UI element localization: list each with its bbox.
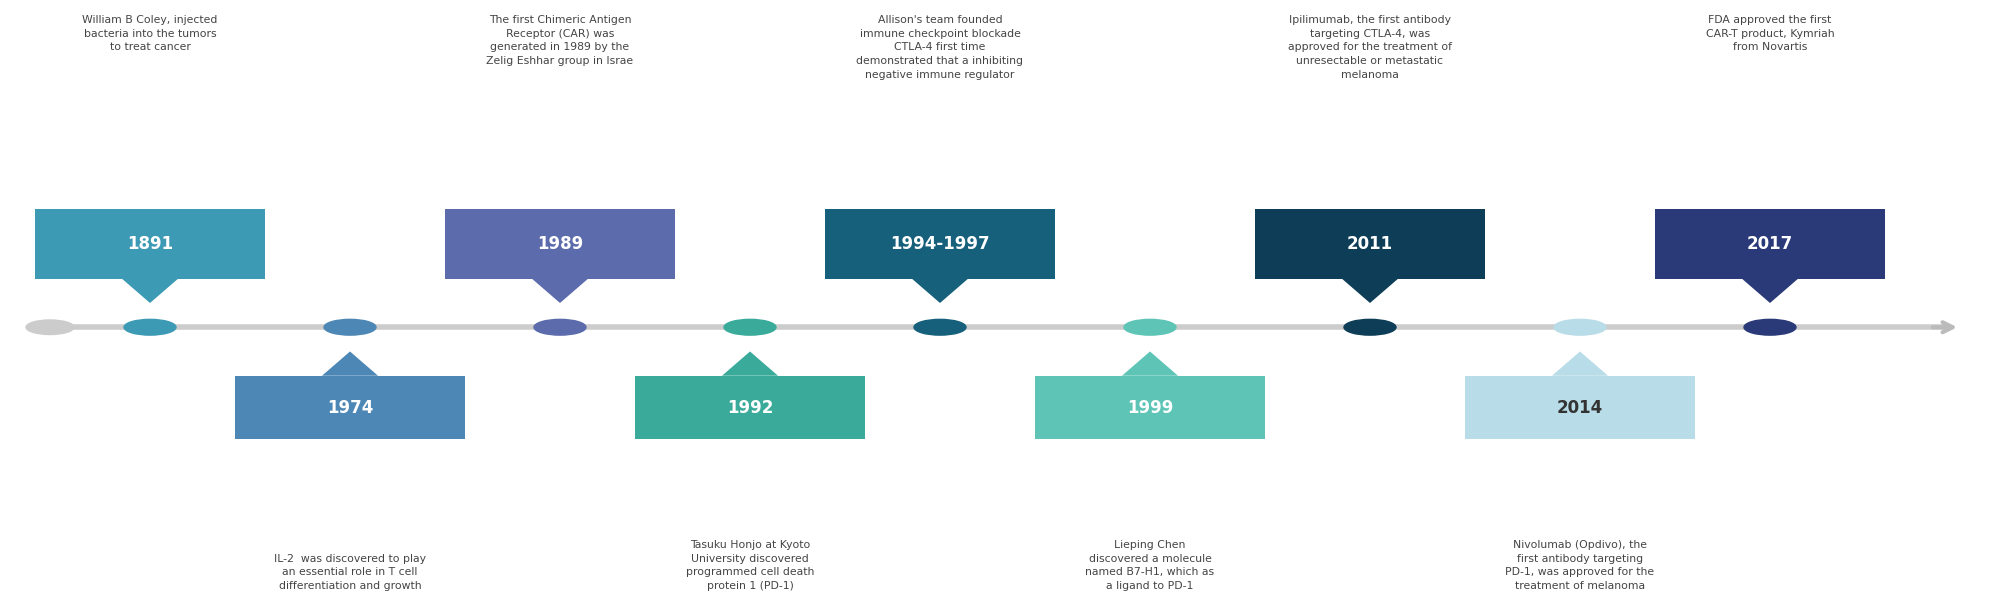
Text: 2017: 2017	[1746, 235, 1794, 253]
FancyBboxPatch shape	[236, 376, 464, 439]
Text: Lieping Chen
discovered a molecule
named B7-H1, which as
a ligand to PD-1: Lieping Chen discovered a molecule named…	[1086, 540, 1214, 591]
Text: 2011: 2011	[1346, 235, 1394, 253]
Polygon shape	[722, 351, 778, 376]
Circle shape	[914, 319, 966, 335]
Text: FDA approved the first
CAR-T product, Kymriah
from Novartis: FDA approved the first CAR-T product, Ky…	[1706, 15, 1834, 52]
Text: William B Coley, injected
bacteria into the tumors
to treat cancer: William B Coley, injected bacteria into …	[82, 15, 218, 52]
Text: 1974: 1974	[326, 399, 374, 416]
Polygon shape	[532, 279, 588, 303]
Text: 1999: 1999	[1126, 399, 1174, 416]
FancyBboxPatch shape	[446, 209, 676, 279]
Polygon shape	[1122, 351, 1178, 376]
Circle shape	[1344, 319, 1396, 335]
Text: 1989: 1989	[536, 235, 584, 253]
Text: The first Chimeric Antigen
Receptor (CAR) was
generated in 1989 by the
Zelig Esh: The first Chimeric Antigen Receptor (CAR…	[486, 15, 634, 66]
Text: Allison's team founded
immune checkpoint blockade
CTLA-4 first time
demonstrated: Allison's team founded immune checkpoint…	[856, 15, 1024, 79]
Circle shape	[534, 319, 586, 335]
Circle shape	[124, 319, 176, 335]
Circle shape	[1554, 319, 1606, 335]
Text: 2014: 2014	[1556, 399, 1604, 416]
Circle shape	[324, 319, 376, 335]
FancyBboxPatch shape	[1256, 209, 1484, 279]
Text: 1994-1997: 1994-1997	[890, 235, 990, 253]
FancyBboxPatch shape	[1464, 376, 1696, 439]
Polygon shape	[322, 351, 378, 376]
Circle shape	[724, 319, 776, 335]
Text: Tasuku Honjo at Kyoto
University discovered
programmed cell death
protein 1 (PD-: Tasuku Honjo at Kyoto University discove…	[686, 540, 814, 591]
Text: Nivolumab (Opdivo), the
first antibody targeting
PD-1, was approved for the
trea: Nivolumab (Opdivo), the first antibody t…	[1506, 540, 1654, 591]
Polygon shape	[1742, 279, 1798, 303]
FancyBboxPatch shape	[826, 209, 1056, 279]
Polygon shape	[1552, 351, 1608, 376]
Polygon shape	[912, 279, 968, 303]
Circle shape	[26, 320, 74, 335]
FancyBboxPatch shape	[636, 376, 864, 439]
Text: 1891: 1891	[126, 235, 174, 253]
Circle shape	[1124, 319, 1176, 335]
Polygon shape	[122, 279, 178, 303]
FancyBboxPatch shape	[34, 209, 264, 279]
Polygon shape	[1342, 279, 1398, 303]
FancyBboxPatch shape	[1036, 376, 1266, 439]
Circle shape	[1744, 319, 1796, 335]
FancyBboxPatch shape	[1656, 209, 1884, 279]
Text: IL-2  was discovered to play
an essential role in T cell
differentiation and gro: IL-2 was discovered to play an essential…	[274, 554, 426, 591]
Text: 1992: 1992	[726, 399, 774, 416]
Text: Ipilimumab, the first antibody
targeting CTLA-4, was
approved for the treatment : Ipilimumab, the first antibody targeting…	[1288, 15, 1452, 79]
